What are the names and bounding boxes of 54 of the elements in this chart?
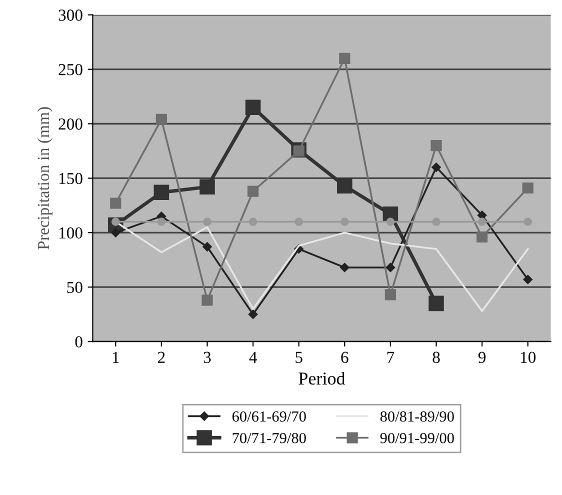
x-tick-label: 6 — [341, 352, 348, 363]
x-tick-label: 9 — [478, 352, 486, 363]
point — [477, 210, 487, 220]
legend-label: 80/81-89/90 — [380, 411, 454, 422]
point — [340, 262, 350, 272]
x-tick-label: 8 — [432, 352, 440, 363]
y-tick-label: 0 — [75, 336, 82, 348]
point — [340, 218, 349, 226]
point — [154, 184, 170, 200]
x-tick-label: 4 — [249, 352, 257, 363]
point — [522, 182, 534, 194]
point — [430, 140, 442, 152]
point — [110, 198, 122, 209]
point — [245, 100, 261, 116]
point — [247, 186, 259, 197]
point — [384, 289, 396, 300]
point — [337, 178, 352, 194]
x-axis-title: Period — [298, 372, 346, 385]
point — [202, 242, 212, 252]
legend-label: 70/71-79/80 — [232, 432, 306, 444]
legend-label: 60/61-69/70 — [232, 411, 306, 422]
point — [524, 218, 532, 226]
point — [200, 179, 215, 195]
point — [157, 218, 166, 226]
x-tick-label: 10 — [520, 352, 536, 363]
y-tick-label: 250 — [58, 64, 82, 76]
x-tick-label: 1 — [112, 352, 119, 363]
point — [156, 114, 167, 125]
x-tick-label: 7 — [387, 352, 394, 363]
point — [248, 218, 258, 226]
y-tick-label: 100 — [59, 227, 82, 239]
legend-label: 90/91-99/00 — [380, 432, 454, 444]
x-tick-label: 3 — [204, 352, 211, 363]
point — [111, 228, 120, 238]
x-tick-label: 2 — [158, 352, 165, 363]
point — [248, 310, 258, 319]
y-tick-label: 150 — [59, 172, 82, 184]
y-tick-label: 50 — [67, 282, 82, 294]
point — [202, 294, 213, 306]
x-tick-label: 5 — [296, 352, 302, 363]
point — [478, 218, 486, 226]
y-tick-label: 300 — [58, 10, 82, 21]
point — [294, 218, 304, 226]
point — [386, 262, 396, 272]
point — [339, 52, 350, 64]
point — [432, 162, 441, 172]
point — [203, 218, 212, 226]
point — [386, 218, 395, 226]
point — [428, 296, 444, 312]
y-axis-title: Precipitation in (mm) — [37, 107, 52, 250]
point — [476, 231, 488, 243]
point — [523, 274, 532, 284]
y-tick-label: 200 — [58, 118, 82, 130]
point — [432, 218, 440, 226]
